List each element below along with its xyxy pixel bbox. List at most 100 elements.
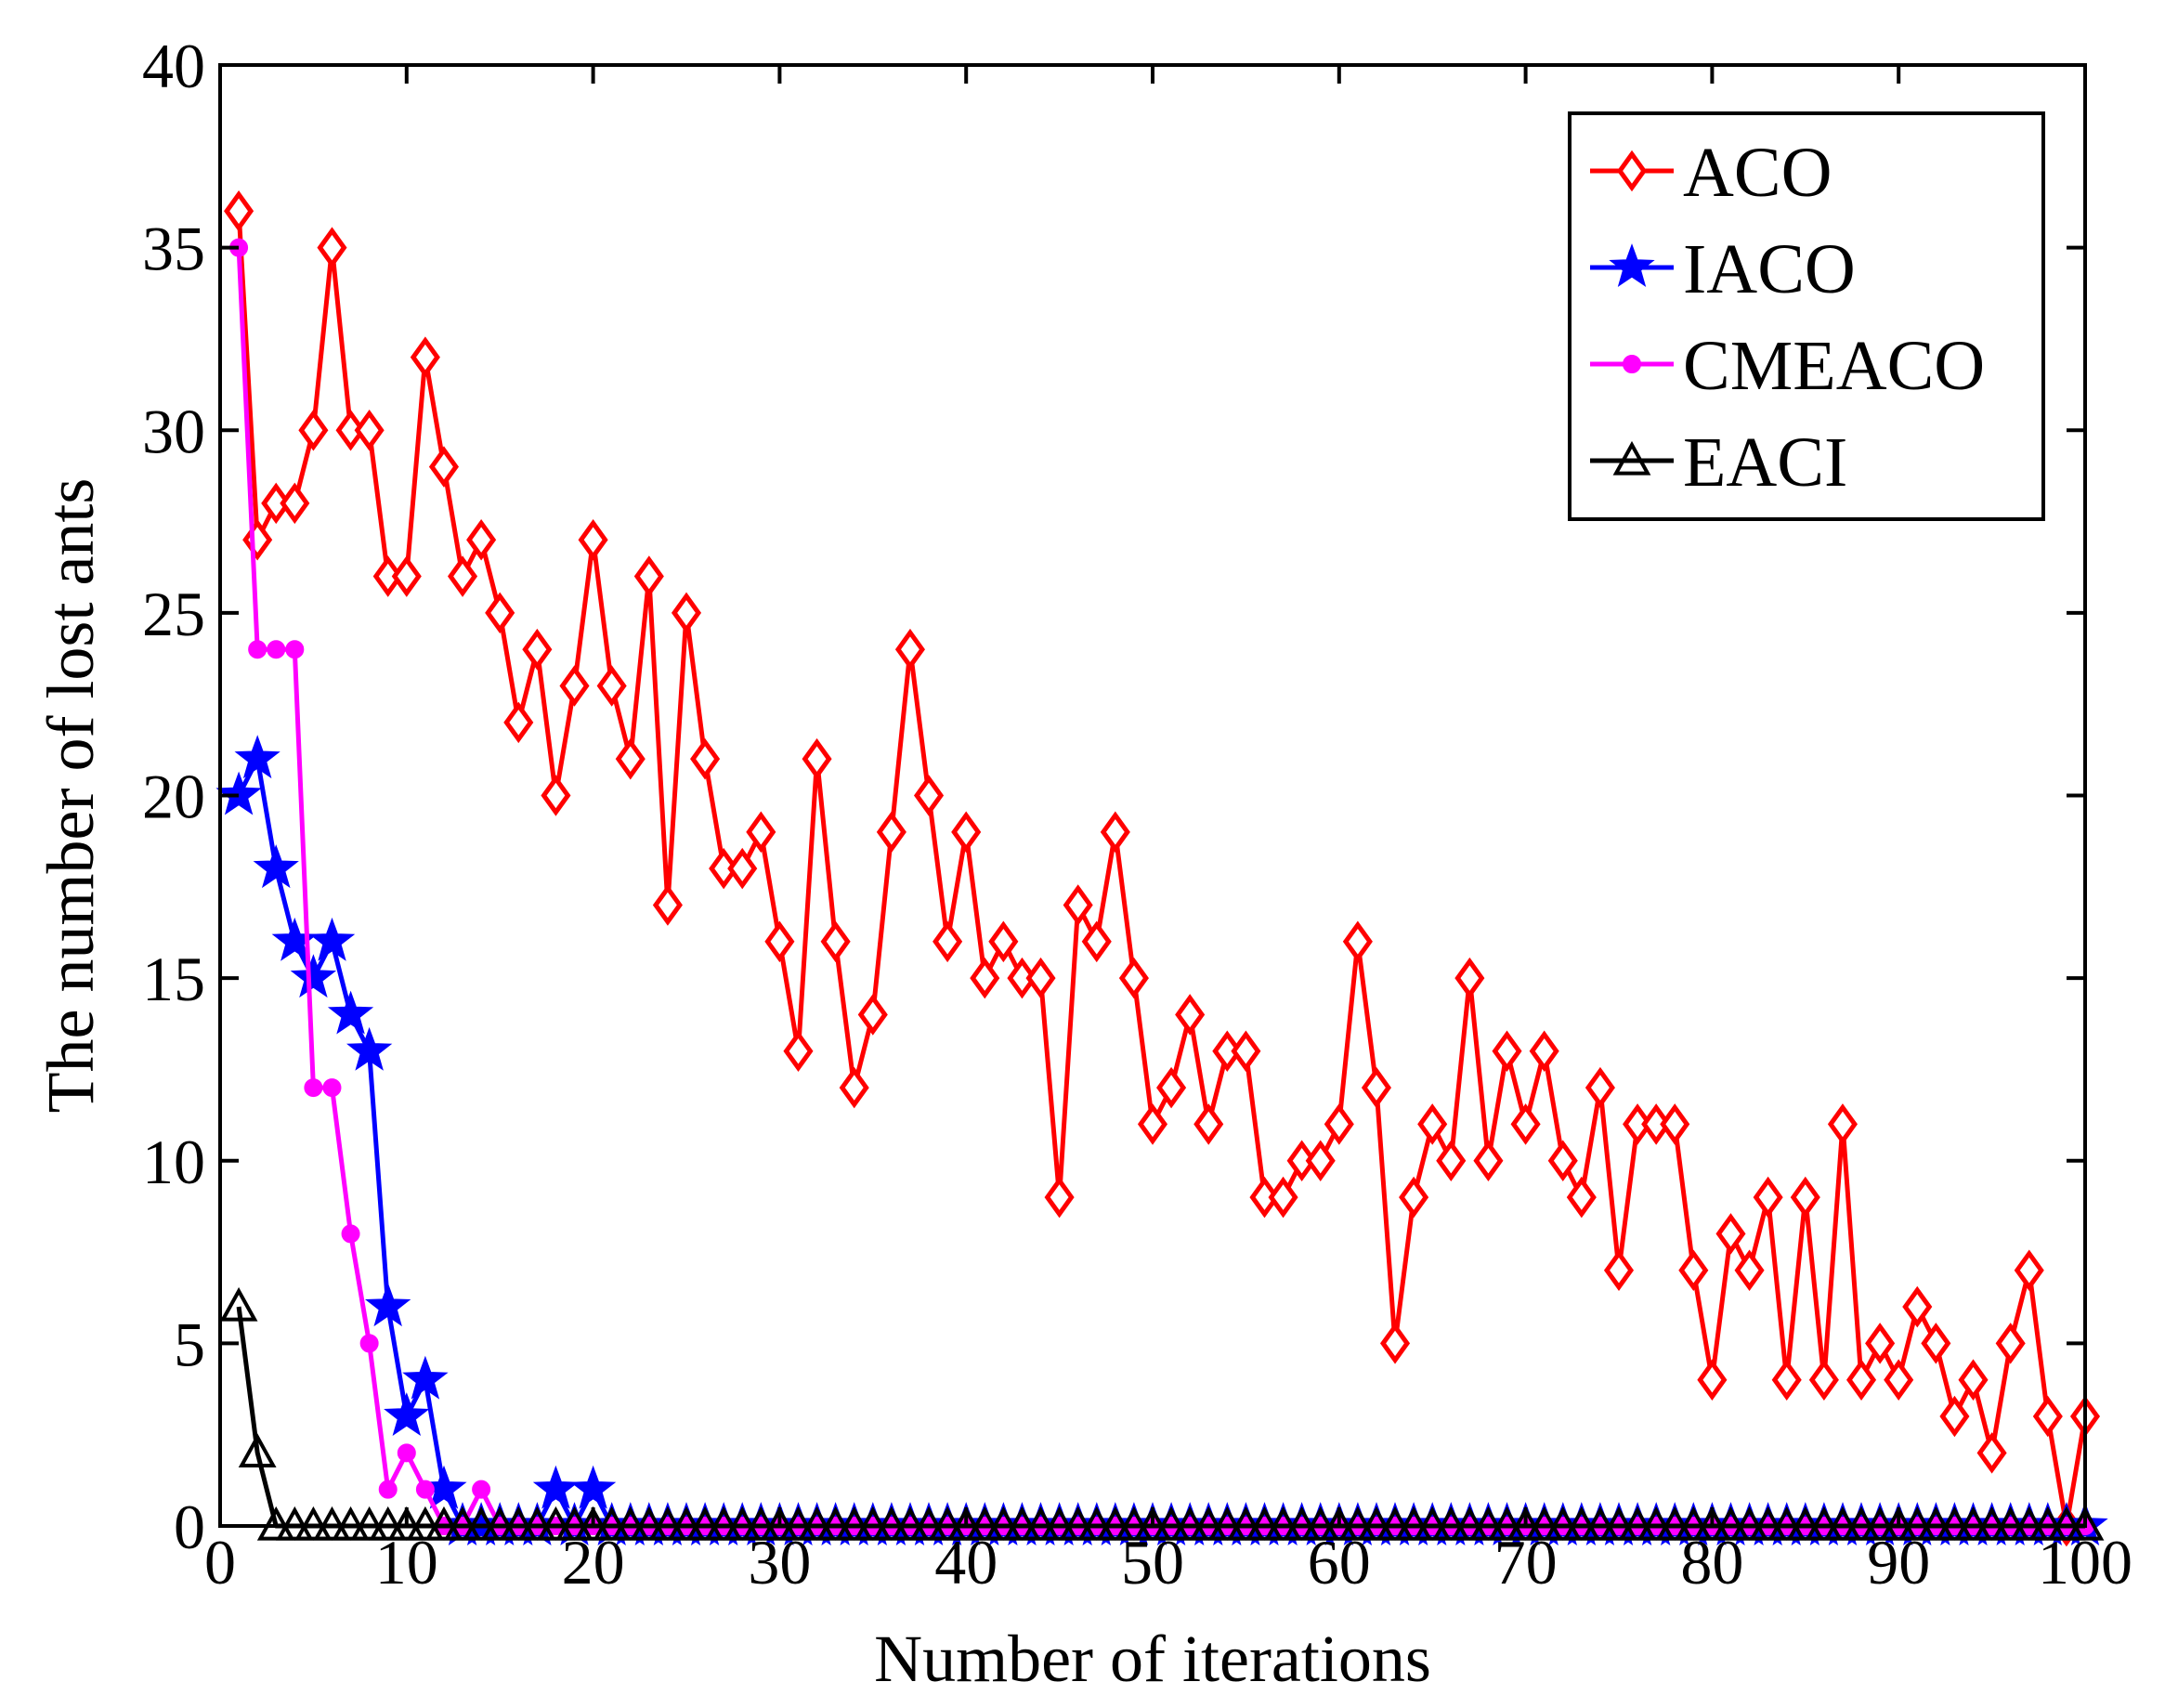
x-tick-label: 80 — [1680, 1527, 1743, 1597]
aco-point — [485, 592, 515, 634]
aco-point — [224, 190, 254, 232]
aco-point — [1827, 1103, 1859, 1145]
eaci-point — [238, 1433, 277, 1467]
aco-point — [615, 737, 646, 780]
aco-point — [652, 884, 683, 926]
legend-item-aco: ACO — [1590, 134, 1832, 212]
cmeaco-point — [397, 1443, 416, 1463]
aco-point — [1715, 1213, 1746, 1255]
aco-point — [783, 1030, 814, 1073]
y-tick-label: 5 — [174, 1309, 205, 1379]
aco-point — [913, 775, 945, 816]
aco-point — [1492, 1030, 1522, 1073]
aco-point — [1361, 1066, 1392, 1109]
x-axis-label: Number of iterations — [874, 1622, 1431, 1696]
aco-point — [1771, 1359, 1802, 1401]
y-axis-label: The number of lost ants — [33, 478, 108, 1114]
x-tick-label: 60 — [1308, 1527, 1371, 1597]
aco-point — [876, 811, 906, 854]
aco-point — [503, 701, 534, 744]
axes: 0 10 20 30 40 50 60 70 80 90 100 0 5 10 15 20 25 30 35 40 — [142, 31, 2132, 1597]
legend-label: EACI — [1683, 424, 1847, 502]
legend-item-eaci: EACI — [1590, 424, 1847, 502]
aco-point — [1510, 1103, 1541, 1145]
iaco-point — [327, 990, 374, 1035]
aco-point — [1697, 1359, 1728, 1401]
aco-point — [428, 446, 460, 488]
aco-point — [1231, 1030, 1261, 1073]
aco-point — [1379, 1323, 1411, 1364]
aco-point — [522, 628, 553, 671]
cmeaco-point — [378, 1480, 398, 1499]
aco-point — [690, 737, 721, 780]
aco-point — [1193, 1103, 1224, 1145]
aco-point — [1790, 1176, 1820, 1219]
cmeaco-point — [359, 1334, 379, 1353]
x-tick-label: 90 — [1867, 1527, 1930, 1597]
y-tick-label: 25 — [142, 579, 205, 649]
aco-point — [410, 336, 440, 378]
aco-point — [1063, 884, 1093, 926]
aco-point — [1137, 1103, 1168, 1145]
aco-point — [764, 920, 795, 963]
x-tick-label: 50 — [1121, 1527, 1184, 1597]
aco-point — [559, 665, 590, 707]
iaco-point — [365, 1283, 411, 1327]
aco-point — [1081, 920, 1112, 963]
legend-box — [1568, 111, 2045, 521]
aco-point — [1417, 1103, 1448, 1145]
eaci-point — [219, 1286, 258, 1322]
x-tick-label: 10 — [375, 1527, 438, 1597]
cmeaco-point — [322, 1078, 342, 1098]
legend-label: ACO — [1683, 134, 1832, 212]
aco-point — [1268, 1176, 1298, 1219]
legend-item-cmeaco: CMEACO — [1590, 327, 1985, 405]
aco-point — [1603, 1249, 1635, 1292]
aco-point — [1324, 1103, 1354, 1145]
aco-point — [1342, 920, 1373, 963]
aco-point — [894, 628, 926, 671]
iaco-point — [569, 1465, 617, 1509]
y-tick-label: 20 — [142, 762, 205, 832]
legend-label: CMEACO — [1683, 327, 1985, 405]
x-tick-label: 40 — [934, 1527, 998, 1597]
aco-point — [839, 1066, 869, 1109]
cmeaco-point — [472, 1480, 491, 1499]
aco-line — [236, 211, 2088, 1529]
aco-point — [1995, 1323, 2026, 1364]
aco-point — [1845, 1359, 1877, 1401]
aco-point — [1566, 1176, 1597, 1219]
aco-point — [1660, 1103, 1690, 1145]
aco-point — [857, 994, 888, 1036]
aco-point — [1976, 1432, 2007, 1474]
iaco-point — [234, 735, 280, 779]
legend-swatch-marker — [1616, 150, 1648, 192]
y-tick-label: 30 — [142, 396, 205, 466]
iaco-point — [290, 954, 337, 998]
aco-point — [1175, 994, 1206, 1036]
cmeaco-point — [341, 1224, 360, 1244]
legend-label: IACO — [1683, 230, 1856, 308]
iaco-point — [384, 1392, 430, 1436]
y-tick-label: 15 — [142, 944, 205, 1014]
legend-swatch-marker — [1612, 440, 1651, 476]
aco-point — [317, 227, 347, 268]
aco-point — [1399, 1176, 1429, 1219]
aco-point — [988, 920, 1019, 963]
iaco-point — [215, 771, 262, 815]
aco-point — [746, 811, 776, 854]
aco-point — [1734, 1249, 1765, 1292]
legend: ACO IACO CMEACO EACI — [1568, 111, 2045, 521]
aco-point — [1436, 1140, 1467, 1182]
aco-point — [1156, 1066, 1187, 1109]
cmeaco-point — [267, 640, 286, 659]
aco-point — [280, 482, 310, 525]
aco-point — [1044, 1176, 1075, 1219]
aco-point — [1921, 1323, 1951, 1364]
y-tick-label: 40 — [142, 31, 205, 101]
x-tick-label: 70 — [1494, 1527, 1558, 1597]
aco-point — [671, 592, 702, 634]
aco-point — [951, 811, 982, 854]
